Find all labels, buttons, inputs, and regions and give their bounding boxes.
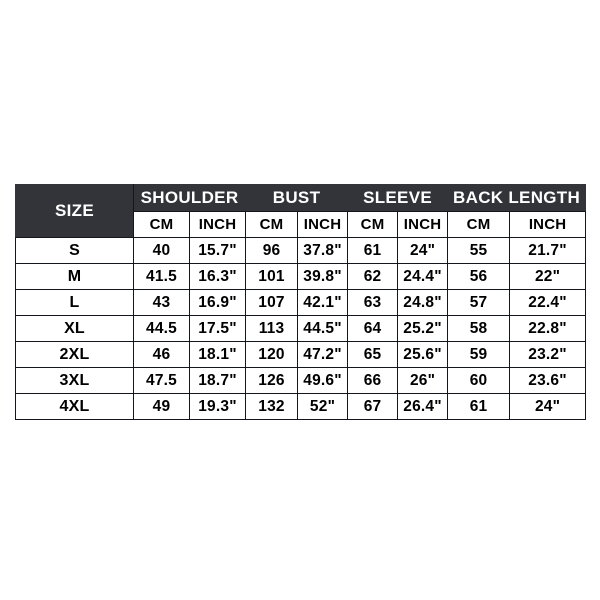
cell-sleeve-cm: 63 xyxy=(347,289,399,316)
unit-header-bust-inch: INCH xyxy=(297,211,349,238)
cell-bust-inch: 37.8" xyxy=(297,237,349,264)
header-group-row: SIZE SHOULDER BUST SLEEVE BACK LENGTH xyxy=(15,184,587,238)
cell-size: S xyxy=(15,237,134,264)
cell-sleeve-inch: 24" xyxy=(397,237,449,264)
table-row: L 43 16.9" 107 42.1" 63 24.8" 57 22.4" xyxy=(15,289,587,316)
cell-size: 3XL xyxy=(15,367,134,394)
cell-bust-inch: 47.2" xyxy=(297,341,349,368)
cell-shoulder-inch: 16.9" xyxy=(188,289,247,316)
cell-sleeve-inch: 24.8" xyxy=(397,289,449,316)
cell-shoulder-inch: 18.1" xyxy=(188,341,247,368)
unit-header-sleeve-cm: CM xyxy=(347,211,399,238)
table-head: SIZE SHOULDER BUST SLEEVE BACK LENGTH CM… xyxy=(15,184,587,238)
cell-bust-cm: 107 xyxy=(245,289,299,316)
column-header-size: SIZE xyxy=(15,184,134,238)
table-body: S 40 15.7" 96 37.8" 61 24" 55 21.7" M 41.5 16.3" 101… xyxy=(15,237,587,420)
cell-bust-inch: 52" xyxy=(297,393,349,420)
cell-size: M xyxy=(15,263,134,290)
cell-bust-cm: 113 xyxy=(245,315,299,342)
header-unit-row: CM INCH CM INCH CM INCH CM INCH xyxy=(16,211,587,238)
table-row: 2XL 46 18.1" 120 47.2" 65 25.6" 59 23.2" xyxy=(15,341,587,368)
cell-sleeve-cm: 66 xyxy=(347,367,399,394)
column-header-shoulder: SHOULDER xyxy=(132,184,247,212)
cell-back-cm: 56 xyxy=(447,263,511,290)
cell-bust-inch: 42.1" xyxy=(297,289,349,316)
cell-shoulder-inch: 17.5" xyxy=(188,315,247,342)
cell-bust-inch: 44.5" xyxy=(297,315,349,342)
cell-back-cm: 57 xyxy=(447,289,511,316)
cell-back-cm: 60 xyxy=(447,367,511,394)
cell-sleeve-cm: 67 xyxy=(347,393,399,420)
table-row: 4XL 49 19.3" 132 52" 67 26.4" 61 24" xyxy=(15,393,587,420)
column-header-bust: BUST xyxy=(245,184,349,212)
cell-back-cm: 58 xyxy=(447,315,511,342)
cell-shoulder-cm: 40 xyxy=(133,237,190,264)
cell-bust-cm: 132 xyxy=(245,393,299,420)
cell-sleeve-inch: 26" xyxy=(397,367,449,394)
cell-shoulder-cm: 44.5 xyxy=(133,315,190,342)
cell-back-cm: 61 xyxy=(447,393,511,420)
unit-header-shoulder-cm: CM xyxy=(133,211,190,238)
cell-sleeve-inch: 25.6" xyxy=(397,341,449,368)
cell-back-inch: 23.2" xyxy=(509,341,587,368)
unit-header-bust-cm: CM xyxy=(245,211,299,238)
unit-header-sleeve-inch: INCH xyxy=(397,211,449,238)
cell-back-inch: 21.7" xyxy=(509,237,587,264)
cell-back-inch: 22" xyxy=(509,263,587,290)
cell-size: 4XL xyxy=(15,393,134,420)
cell-shoulder-inch: 15.7" xyxy=(188,237,247,264)
cell-bust-inch: 49.6" xyxy=(297,367,349,394)
cell-shoulder-inch: 18.7" xyxy=(188,367,247,394)
cell-sleeve-cm: 62 xyxy=(347,263,399,290)
cell-bust-cm: 101 xyxy=(245,263,299,290)
table-row: S 40 15.7" 96 37.8" 61 24" 55 21.7" xyxy=(15,237,587,264)
cell-size: 2XL xyxy=(15,341,134,368)
cell-sleeve-cm: 64 xyxy=(347,315,399,342)
cell-back-cm: 55 xyxy=(447,237,511,264)
cell-size: L xyxy=(15,289,134,316)
cell-shoulder-cm: 47.5 xyxy=(133,367,190,394)
table-row: XL 44.5 17.5" 113 44.5" 64 25.2" 58 22.8" xyxy=(15,315,587,342)
unit-header-back-inch: INCH xyxy=(509,211,587,238)
cell-bust-cm: 120 xyxy=(245,341,299,368)
cell-shoulder-cm: 41.5 xyxy=(133,263,190,290)
cell-shoulder-cm: 43 xyxy=(133,289,190,316)
cell-sleeve-inch: 24.4" xyxy=(397,263,449,290)
cell-back-inch: 22.8" xyxy=(509,315,587,342)
cell-back-inch: 24" xyxy=(509,393,587,420)
cell-shoulder-cm: 49 xyxy=(133,393,190,420)
cell-sleeve-inch: 25.2" xyxy=(397,315,449,342)
cell-bust-cm: 126 xyxy=(245,367,299,394)
unit-header-back-cm: CM xyxy=(447,211,511,238)
column-header-back-length: BACK LENGTH xyxy=(447,184,587,212)
table-row: 3XL 47.5 18.7" 126 49.6" 66 26" 60 23.6" xyxy=(15,367,587,394)
cell-shoulder-inch: 19.3" xyxy=(188,393,247,420)
cell-sleeve-cm: 65 xyxy=(347,341,399,368)
cell-back-cm: 59 xyxy=(447,341,511,368)
size-chart-table: SIZE SHOULDER BUST SLEEVE BACK LENGTH CM… xyxy=(15,184,587,420)
cell-bust-inch: 39.8" xyxy=(297,263,349,290)
cell-sleeve-cm: 61 xyxy=(347,237,399,264)
cell-shoulder-cm: 46 xyxy=(133,341,190,368)
column-header-sleeve: SLEEVE xyxy=(347,184,449,212)
unit-header-shoulder-inch: INCH xyxy=(188,211,247,238)
cell-shoulder-inch: 16.3" xyxy=(188,263,247,290)
cell-bust-cm: 96 xyxy=(245,237,299,264)
cell-back-inch: 22.4" xyxy=(509,289,587,316)
table-row: M 41.5 16.3" 101 39.8" 62 24.4" 56 22" xyxy=(15,263,587,290)
size-chart-container: SIZE SHOULDER BUST SLEEVE BACK LENGTH CM… xyxy=(15,184,587,420)
cell-sleeve-inch: 26.4" xyxy=(397,393,449,420)
cell-size: XL xyxy=(15,315,134,342)
cell-back-inch: 23.6" xyxy=(509,367,587,394)
